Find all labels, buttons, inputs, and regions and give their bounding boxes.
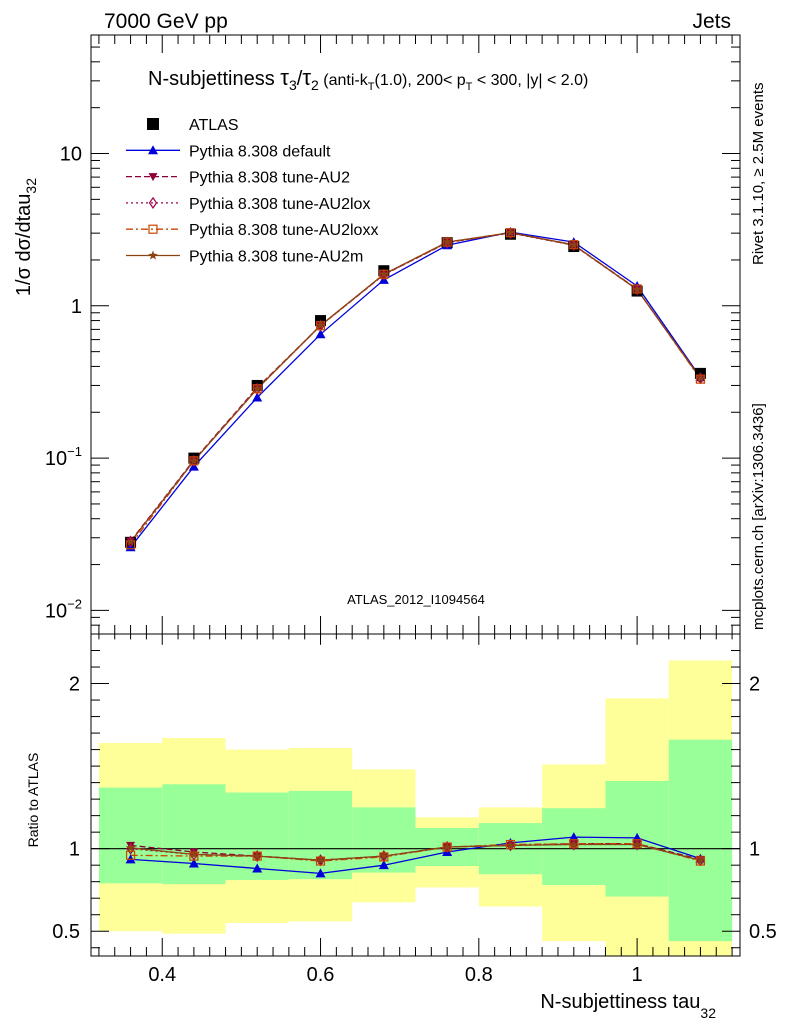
series-point-au2m — [569, 239, 579, 249]
ratio-point-au2m — [252, 851, 262, 861]
uncertainty-band-inner — [162, 784, 226, 885]
ratio-point-au2m — [569, 839, 579, 849]
ratio-point-au2lox — [506, 839, 515, 852]
legend-marker-au2loxx — [148, 224, 158, 234]
main-y-tick-label: 10−1 — [45, 444, 82, 470]
legend-marker-data — [147, 118, 159, 130]
series-point-au2lox — [189, 454, 199, 467]
ratio-y-tick-label: 2 — [69, 674, 80, 696]
ratio-y-tick-label: 0.5 — [52, 921, 80, 943]
ratio-point-au2m — [505, 840, 516, 850]
legend-label-au2: Pythia 8.308 tune-AU2 — [189, 170, 350, 187]
series-point-au2lox — [126, 535, 135, 548]
series-point-au2lox — [632, 283, 642, 296]
series-point-default — [315, 329, 326, 339]
process-label: Jets — [692, 10, 731, 33]
series-line-au2 — [130, 232, 701, 542]
energy-label: 7000 GeV pp — [104, 10, 228, 33]
ratio-plot-frame — [90, 633, 741, 957]
series-point-au2m — [315, 320, 326, 330]
ratio-point-au2lox — [189, 848, 199, 861]
main-y-tick-label: 10 — [60, 144, 82, 166]
x-tick-label: 0.4 — [148, 964, 176, 986]
mcplots-label: mcplots.cern.ch [arXiv:1306.3436] — [750, 403, 767, 630]
ratio-point-default — [568, 832, 579, 842]
x-axis-label: N-subjettiness tau32 — [540, 991, 716, 1021]
legend-label-au2loxx: Pythia 8.308 tune-AU2loxx — [189, 222, 378, 239]
ratio-point-au2lox — [252, 850, 262, 863]
ratio-y-tick-label-right: 2 — [749, 674, 760, 696]
legend-marker-default — [148, 145, 158, 155]
series-line-au2lox — [130, 232, 701, 543]
ratio-point-au2m — [315, 855, 326, 865]
legend-label-au2lox: Pythia 8.308 tune-AU2lox — [189, 196, 370, 213]
uncertainty-band-inner — [98, 787, 163, 884]
ratio-point-default — [252, 863, 263, 873]
series-point-au2m — [505, 227, 516, 237]
ratio-y-axis-label: Ratio to ATLAS — [25, 753, 41, 848]
series-point-au2m — [189, 455, 199, 465]
main-y-tick-label: 1 — [71, 296, 82, 318]
ratio-y-tick-label: 1 — [69, 839, 80, 861]
ratio-point-au2m — [189, 849, 199, 859]
series-line-au2loxx — [130, 232, 701, 546]
ratio-y-tick-label-right: 1 — [749, 839, 760, 861]
main-y-axis-label: 1/σ dσ/dtau32 — [13, 178, 39, 296]
legend-label-au2m: Pythia 8.308 tune-AU2m — [189, 249, 363, 266]
series-point-au2m — [632, 284, 642, 294]
legend-marker-au2lox — [148, 196, 158, 209]
legend-marker-au2m — [148, 250, 158, 260]
ratio-point-au2m — [442, 842, 452, 852]
ratio-point-au2m — [695, 855, 706, 865]
rivet-label: Rivet 3.1.10, ≥ 2.5M events — [750, 83, 767, 266]
x-tick-label: 0.8 — [465, 964, 493, 986]
ratio-point-default — [315, 868, 326, 878]
series-point-au2m — [379, 269, 389, 279]
chart-title: N-subjettiness τ3/τ2 (anti-kT(1.0), 200<… — [148, 65, 588, 93]
ratio-point-default — [188, 858, 199, 868]
ratio-point-default — [378, 860, 389, 870]
main-y-tick-label: 10−2 — [45, 596, 82, 622]
series-point-au2m — [442, 237, 452, 247]
legend-marker-au2 — [148, 173, 158, 182]
ratio-point-au2m — [632, 839, 642, 849]
analysis-watermark: ATLAS_2012_I1094564 — [347, 592, 485, 607]
ratio-y-tick-label-right: 0.5 — [749, 921, 777, 943]
series-point-au2m — [695, 373, 706, 383]
series-point-au2lox — [252, 382, 262, 395]
ratio-point-au2lox — [632, 838, 642, 851]
ratio-line-au2m — [130, 843, 701, 861]
series-line-au2m — [130, 232, 701, 543]
series-point-au2m — [252, 383, 262, 393]
ratio-point-au2lox — [442, 840, 452, 854]
x-tick-label: 0.6 — [307, 964, 335, 986]
legend: ATLAS Pythia 8.308 default Pythia 8.308 tu… — [126, 117, 378, 266]
uncertainty-band-inner — [668, 739, 733, 942]
series-point-default — [252, 392, 263, 402]
x-tick-label: 1 — [632, 964, 643, 986]
ratio-point-au2lox — [569, 838, 579, 851]
series-line-default — [130, 231, 701, 548]
ratio-line-au2 — [130, 843, 701, 861]
ratio-point-au2m — [125, 842, 136, 852]
ratio-point-au2m — [379, 851, 389, 861]
legend-label-default: Pythia 8.308 default — [189, 143, 331, 160]
series-point-au2m — [125, 536, 136, 546]
legend-label-data: ATLAS — [189, 117, 239, 134]
ratio-point-au2loxx — [125, 850, 136, 860]
ratio-line-default — [130, 836, 701, 875]
